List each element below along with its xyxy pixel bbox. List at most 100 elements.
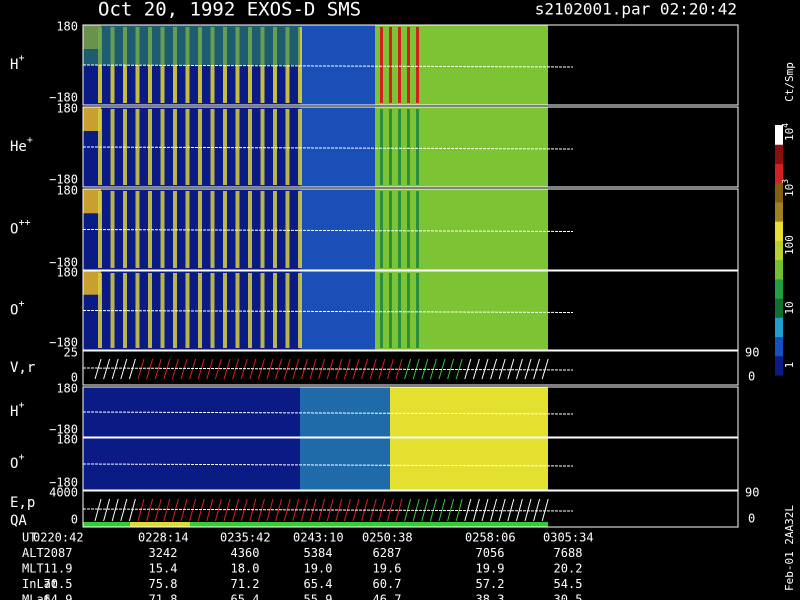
colorbar-cell [775,298,783,318]
y-tick-label: −180 [49,173,78,187]
cell: 57.2 [476,577,505,591]
trace [326,358,334,380]
qa [130,522,190,527]
trace [82,367,574,371]
stripe [389,191,392,268]
row-label: ALT [22,546,44,560]
colorbar-cell [775,201,783,222]
stripe [389,27,392,103]
panel-label: H+ [10,400,24,420]
panel-label-sup: + [18,452,24,463]
cell: 75.8 [149,577,178,591]
colorbar-tick-base: 10 [783,128,796,141]
trace [163,498,171,522]
trace [82,411,574,415]
trace [541,498,549,522]
trace [507,498,515,522]
bg [83,271,101,295]
bg [300,438,390,490]
trace [146,498,154,522]
trace [498,358,506,380]
stripe [298,273,302,348]
cell: 20.2 [554,562,583,576]
stripe [389,109,392,185]
qa [83,522,548,527]
trace [197,498,205,522]
colorbar-cell [775,221,783,241]
colorbar-tick-exp: 3 [781,179,790,184]
row-label: UT [22,531,36,545]
colorbar-tick-label: 100 [783,235,796,255]
cell: 19.9 [476,562,505,576]
bg [375,25,548,105]
trace [82,64,574,68]
y-tick-label: 4000 [49,486,78,500]
panel-label-text: H [10,404,18,420]
cell: 11.9 [44,562,73,576]
trace [180,358,188,380]
stripe [398,273,401,348]
stripe [160,273,165,348]
trace [146,358,154,380]
stripe [389,273,392,348]
trace [541,358,549,380]
y2-tick-label: 0 [748,512,755,526]
trace [180,498,188,522]
trace [266,358,274,380]
stripe [223,273,227,348]
panel-frame [82,490,739,528]
cell: 0250:38 [362,531,413,545]
stripe [398,191,401,268]
y-tick-label: 25 [64,346,78,360]
trace [94,358,102,380]
stripe [398,27,401,103]
colorbar-tick-label: 1 [783,362,796,369]
y-tick-label: 180 [56,184,78,198]
trace [455,498,463,522]
stripe [173,109,177,185]
bg [300,189,375,270]
colorbar-tick-base: 10 [783,184,796,197]
panel-frame [82,350,739,386]
stripe [235,109,240,185]
cell: 65.4 [304,577,333,591]
y-tick-label: −180 [49,91,78,105]
trace [82,508,574,512]
colorbar-cell [775,240,783,261]
panel-label-2: QA [10,513,27,529]
trace [163,358,171,380]
trace [120,358,128,380]
trace [498,498,506,522]
trace [128,498,136,522]
bg [83,189,101,214]
trace [515,498,523,522]
cell: 5384 [304,546,333,560]
bg [390,387,548,437]
trace [490,358,498,380]
trace [137,358,145,380]
stripe [298,191,302,268]
stripe [223,109,227,185]
cell: 71.8 [149,593,178,600]
stripe [260,273,265,348]
spectrogram [82,25,574,527]
trace [189,498,197,522]
trace [472,498,480,522]
cell: 18.0 [231,562,260,576]
colorbar-tick-label: 104 [781,123,797,141]
stripe [210,191,215,268]
panel-label: O++ [10,218,30,238]
y-tick-label: 180 [56,20,78,34]
panel-label-text: O [10,456,18,472]
trace [533,358,541,380]
stripe [407,191,410,268]
title: Oct 20, 1992 EXOS-D SMS [98,0,361,21]
stripe [380,27,383,103]
stripe [285,273,290,348]
trace [533,498,541,522]
row-label: InLat [22,577,58,591]
trace [94,498,102,522]
trace [386,358,394,380]
cell: 19.0 [304,562,333,576]
